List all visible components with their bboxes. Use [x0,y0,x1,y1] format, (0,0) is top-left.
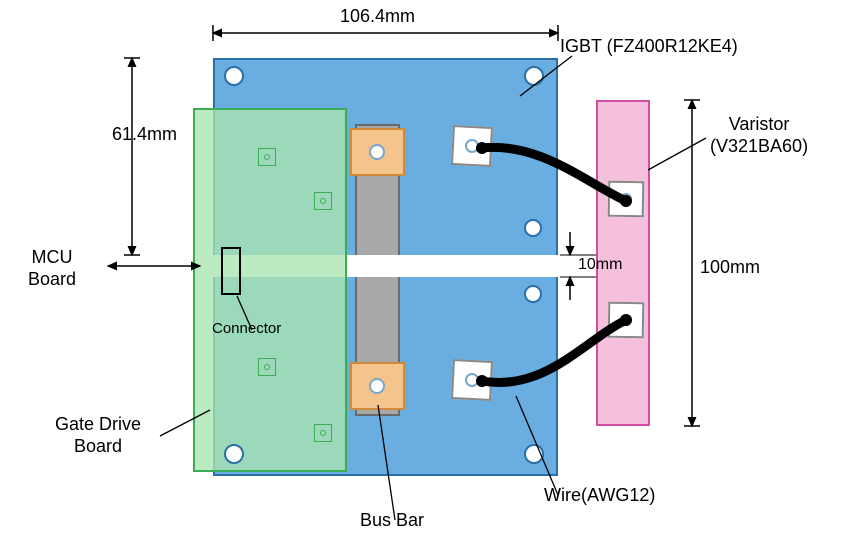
mount-hole [524,66,544,86]
terminal-hole [620,193,632,205]
gate-board-mark [314,192,332,210]
gate-board-mark [314,424,332,442]
dim-height-label: 61.4mm [112,124,177,146]
mount-hole [524,219,542,237]
mcu-board-label: MCU Board [28,247,76,290]
varistor-label: Varistor (V321BA60) [710,114,808,157]
bus-bar-gap [348,255,408,277]
gate-board-mark [258,148,276,166]
mount-hole [524,444,544,464]
terminal-hole [465,139,479,153]
terminal-hole [465,373,479,387]
mount-hole [524,285,542,303]
bus-bar-label: Bus Bar [360,510,424,532]
terminal-hole [620,314,632,326]
pad-hole [369,378,385,394]
wire-label: Wire(AWG12) [544,485,655,507]
pad-hole [369,144,385,160]
connector [221,247,241,295]
igbt-label: IGBT (FZ400R12KE4) [560,36,738,58]
gate-drive-label: Gate Drive Board [55,414,141,457]
dim-gap-label: 10mm [578,255,622,274]
connector-label: Connector [212,320,281,338]
mount-hole [224,444,244,464]
dim-varistor-height-label: 100mm [700,257,760,279]
dim-width-label: 106.4mm [340,6,415,28]
diagram-canvas: 106.4mm 61.4mm 10mm 100mm IGBT (FZ400R12… [0,0,845,533]
gate-board-mark [258,358,276,376]
mount-hole [224,66,244,86]
